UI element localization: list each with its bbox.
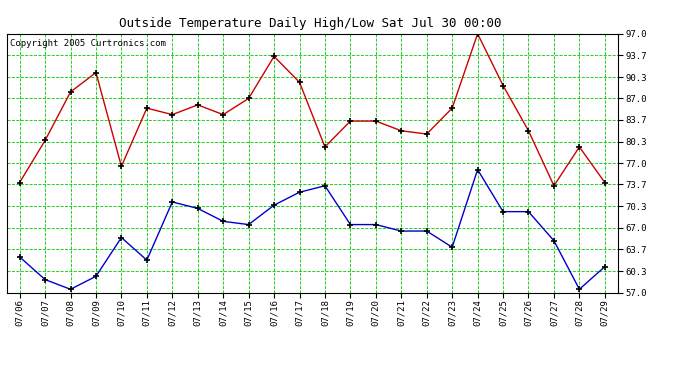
Text: Outside Temperature Daily High/Low Sat Jul 30 00:00: Outside Temperature Daily High/Low Sat J… (119, 17, 502, 30)
Text: Copyright 2005 Curtronics.com: Copyright 2005 Curtronics.com (10, 39, 166, 48)
